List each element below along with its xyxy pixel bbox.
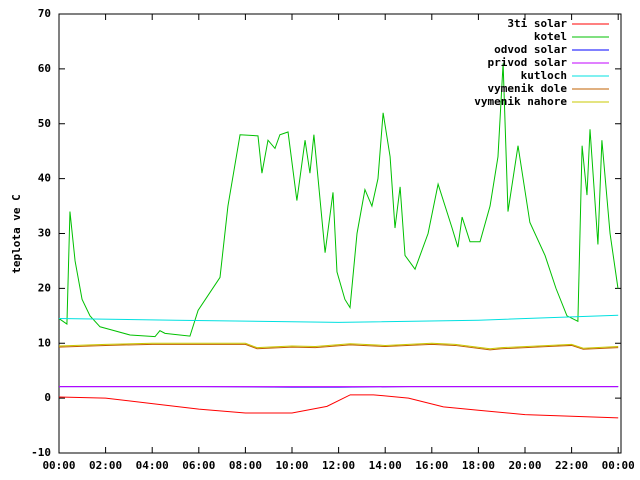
x-tick-label: 04:00 (136, 459, 169, 472)
legend-label: vymenik nahore (474, 95, 567, 108)
series-line (58, 314, 619, 323)
legend-label: kotel (534, 30, 567, 43)
x-tick-label: 12:00 (322, 459, 355, 472)
legend-label: privod solar (488, 56, 568, 69)
y-axis-label: teplota ve C (10, 194, 23, 273)
x-tick-label: 20:00 (508, 459, 541, 472)
x-tick-label: 06:00 (182, 459, 215, 472)
legend-label: odvod solar (494, 43, 567, 56)
series-line (58, 342, 619, 350)
y-tick-label: 50 (38, 117, 51, 130)
x-tick-label: 10:00 (275, 459, 308, 472)
x-tick-label: 00:00 (42, 459, 75, 472)
y-tick-label: -10 (31, 446, 51, 459)
y-tick-label: 10 (38, 336, 51, 349)
x-tick-label: 22:00 (555, 459, 588, 472)
legend-label: 3ti solar (507, 17, 567, 30)
legend-label: vymenik dole (488, 82, 568, 95)
x-tick-label: 18:00 (462, 459, 495, 472)
series-line (58, 343, 619, 351)
series-line (58, 63, 619, 338)
y-tick-label: 40 (38, 172, 51, 185)
x-tick-label: 02:00 (89, 459, 122, 472)
y-tick-label: 30 (38, 227, 51, 240)
x-tick-label: 00:00 (602, 459, 635, 472)
y-tick-label: 0 (44, 391, 51, 404)
x-tick-label: 14:00 (369, 459, 402, 472)
y-tick-label: 20 (38, 281, 51, 294)
y-tick-label: 60 (38, 62, 51, 75)
y-tick-label: 70 (38, 7, 51, 20)
x-tick-label: 08:00 (229, 459, 262, 472)
legend-label: kutloch (521, 69, 567, 82)
x-tick-label: 16:00 (415, 459, 448, 472)
series-line (58, 394, 619, 419)
